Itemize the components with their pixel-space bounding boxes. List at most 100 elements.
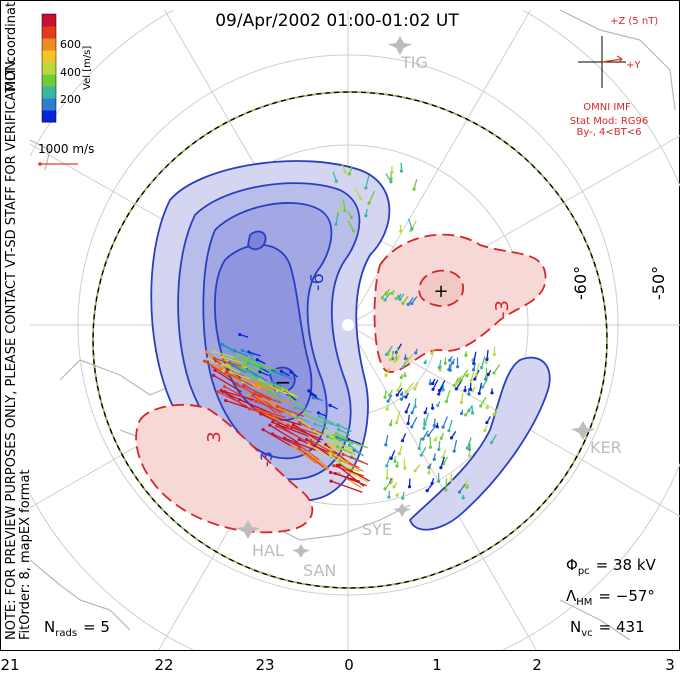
velocity-vector-origin: [212, 356, 217, 361]
velocity-vector-origin: [459, 400, 464, 405]
velocity-vector-origin: [259, 363, 264, 367]
colorbar-swatch: [42, 98, 56, 111]
velocity-vector-origin: [389, 177, 393, 181]
svg-text:Nvc= 431: Nvc = 431: [570, 618, 645, 639]
velocity-vector: [332, 171, 338, 182]
lambda-symbol: Λ: [566, 587, 577, 605]
velocity-vector-origin: [246, 393, 250, 397]
velocity-vector-origin: [483, 428, 487, 433]
velocity-vector-origin: [394, 421, 399, 425]
velocity-vector-origin: [397, 295, 401, 299]
velocity-vector-origin: [432, 457, 436, 461]
velocity-vector: [282, 399, 303, 413]
velocity-vector-origin: [254, 384, 258, 388]
velocity-vector-origin: [397, 452, 402, 456]
velocity-vector: [255, 400, 285, 413]
velocity-vector-origin: [392, 485, 396, 489]
velocity-vector-origin: [307, 389, 311, 393]
velocity-vector-origin: [275, 404, 280, 409]
velocity-vector-origin: [329, 479, 333, 483]
velocity-vector: [249, 408, 280, 419]
velocity-vector: [466, 437, 472, 449]
velocity-vector-origin: [328, 451, 332, 455]
velocity-vector-origin: [423, 411, 427, 415]
velocity-vector-origin: [204, 350, 209, 354]
velocity-vector: [299, 439, 331, 454]
velocity-vector: [338, 428, 351, 436]
velocity-vector: [239, 399, 272, 414]
velocity-vector: [296, 416, 311, 423]
imf-source: OMNI IMF: [583, 102, 631, 113]
velocity-vector-origin: [430, 351, 434, 356]
velocity-vector-origin: [384, 373, 388, 377]
velocity-vector: [247, 370, 261, 381]
velocity-vector: [342, 453, 369, 466]
velocity-vector-origin: [433, 438, 437, 442]
velocity-vector: [351, 441, 368, 449]
velocity-vector-origin: [311, 396, 315, 400]
velocity-vector: [252, 377, 270, 386]
velocity-vector-origin: [235, 382, 239, 386]
velocity-vectors: [203, 162, 501, 500]
velocity-vector-origin: [303, 413, 308, 417]
velocity-vector: [230, 371, 251, 380]
velocity-vector-origin: [334, 431, 339, 435]
velocity-vector-origin: [412, 187, 416, 191]
velocity-vector-origin: [206, 357, 210, 361]
velocity-vector-origin: [298, 421, 302, 425]
stat-lambda-hm: ΛHM = −57°: [566, 587, 655, 608]
velocity-vector-origin: [430, 481, 434, 486]
velocity-vector: [336, 436, 348, 442]
velocity-vector-origin: [425, 488, 429, 493]
velocity-vector: [249, 360, 265, 374]
velocity-vector-origin: [388, 358, 392, 362]
velocity-vector-origin: [313, 422, 317, 426]
velocity-vector-origin: [385, 476, 389, 480]
velocity-vector-origin: [224, 370, 228, 374]
velocity-vector-origin: [211, 373, 216, 377]
velocity-vector-origin: [413, 469, 417, 473]
velocity-vector-origin: [212, 349, 216, 354]
velocity-vector: [405, 382, 415, 393]
velocity-vector-origin: [389, 456, 393, 460]
velocity-vector-origin: [240, 348, 245, 352]
velocity-vector: [408, 218, 413, 230]
colorbar-tick-400: 400: [60, 66, 81, 79]
velocity-vector-origin: [275, 424, 279, 428]
velocity-vector-origin: [269, 382, 274, 386]
velocity-vector-origin: [459, 378, 463, 382]
velocity-vector-origin: [333, 471, 337, 476]
velocity-vector-origin: [396, 388, 400, 393]
velocity-vector-origin: [280, 372, 284, 376]
velocity-vector-origin: [479, 404, 483, 408]
velocity-vector: [269, 370, 282, 378]
velocity-vector-origin: [232, 349, 237, 353]
stat-n-vc: Nvc = 431: [570, 618, 645, 639]
velocity-vector-origin: [267, 369, 272, 373]
velocity-vector: [481, 356, 486, 368]
velocity-vector-origin: [328, 470, 333, 474]
velocity-vector: [242, 349, 254, 357]
nrads-value: = 5: [83, 618, 110, 636]
velocity-vector-origin: [400, 439, 405, 443]
velocity-vector-origin: [297, 438, 301, 442]
velocity-vector-origin: [404, 410, 408, 414]
velocity-vector: [243, 384, 271, 401]
velocity-vector: [432, 379, 439, 390]
velocity-vector: [298, 447, 325, 468]
velocity-vector: [395, 347, 399, 359]
velocity-vector: [422, 430, 429, 440]
velocity-vector: [272, 433, 302, 448]
velocity-vector-origin: [347, 172, 352, 176]
velocity-vector-origin: [287, 395, 291, 399]
velocity-vector-origin: [435, 425, 439, 429]
velocity-vector: [276, 405, 297, 420]
velocity-vector-origin: [428, 382, 432, 386]
velocity-vector: [306, 452, 329, 471]
velocity-vector-origin: [447, 428, 451, 433]
mlt-label-3: 3: [665, 656, 675, 674]
velocity-vector: [217, 391, 249, 408]
velocity-vector-origin: [383, 487, 387, 491]
velocity-vector-origin: [334, 222, 338, 226]
